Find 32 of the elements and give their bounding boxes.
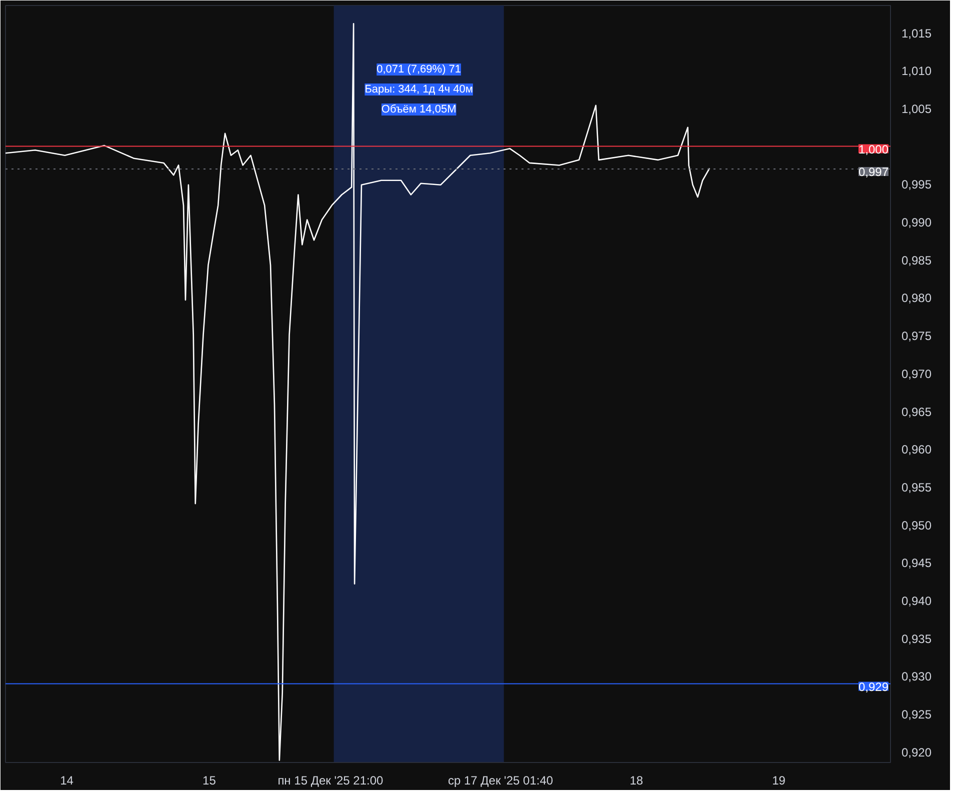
y-tick-label: 0,995 — [902, 178, 932, 192]
y-tick-label: 0,925 — [902, 708, 932, 722]
y-tick-label: 0,990 — [902, 216, 932, 230]
y-tick-label: 1,015 — [902, 26, 932, 40]
y-tick-label: 0,975 — [902, 329, 932, 344]
x-tick-label: 19 — [772, 774, 786, 788]
y-tick-label: 0,985 — [902, 253, 932, 268]
y-tick-label: 0,960 — [902, 442, 932, 457]
y-tick-label: 0,935 — [902, 632, 932, 646]
y-tick-label: 1,005 — [902, 102, 932, 116]
annotation: Объём 14,05M — [381, 104, 456, 116]
y-tick-label: 0,970 — [902, 366, 932, 381]
ref-line-label: 0,997 — [858, 165, 889, 180]
ref-line-label: 0,929 — [858, 680, 889, 694]
y-tick-label: 0,940 — [902, 594, 932, 608]
y-tick-label: 1,010 — [902, 64, 932, 78]
x-tick-label: 15 — [202, 774, 216, 788]
x-tick-label: 14 — [60, 774, 74, 788]
line-series — [6, 23, 710, 761]
x-tick-label: пн 15 Дек '25 21:00 — [278, 774, 384, 788]
y-tick-label: 0,950 — [902, 518, 932, 532]
x-tick-label: ср 17 Дек '25 01:40 — [448, 774, 554, 788]
y-tick-label: 0,920 — [902, 745, 932, 760]
y-tick-label: 0,965 — [902, 404, 932, 419]
y-tick-label: 0,980 — [902, 291, 932, 306]
annotation: 0,071 (7,69%) 71 — [376, 64, 462, 76]
ref-line-label: 1,000 — [858, 142, 889, 156]
y-tick-label: 0,945 — [902, 556, 932, 570]
y-tick-label: 0,955 — [902, 480, 932, 494]
x-tick-label: 18 — [630, 774, 644, 788]
y-tick-label: 0,930 — [902, 670, 932, 684]
annotation: Бары: 344, 1д 4ч 40м — [364, 84, 473, 96]
